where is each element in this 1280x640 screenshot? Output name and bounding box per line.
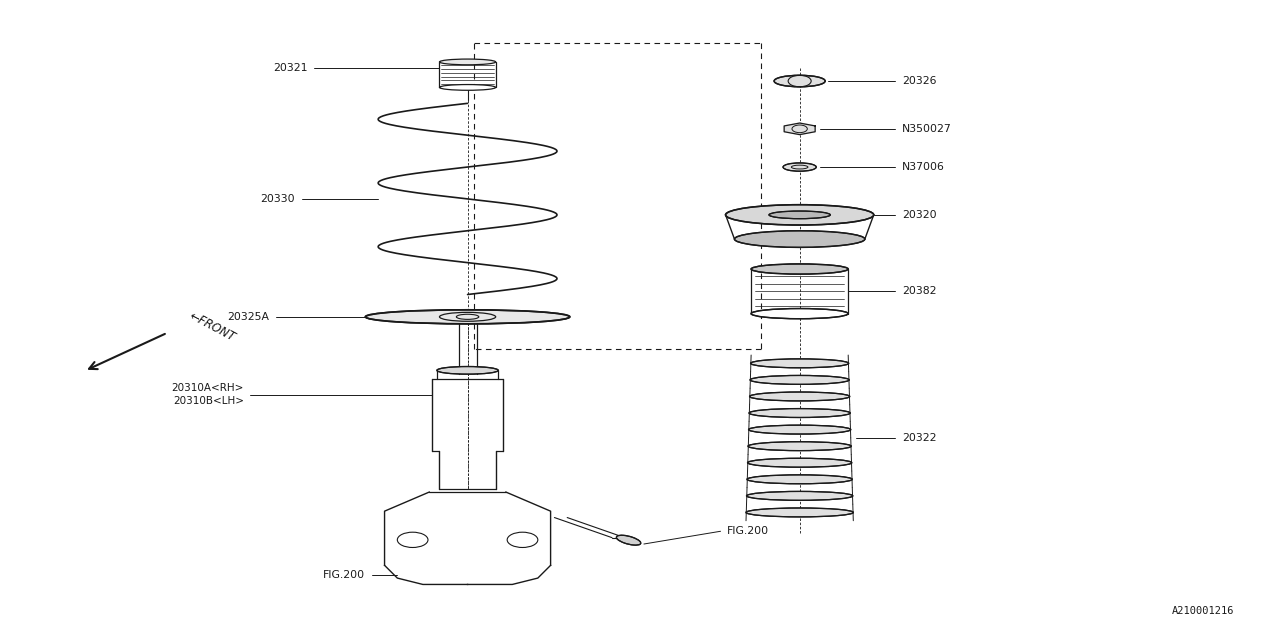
Ellipse shape xyxy=(774,76,826,87)
Ellipse shape xyxy=(617,535,641,545)
Ellipse shape xyxy=(726,205,874,225)
Text: N37006: N37006 xyxy=(902,162,945,172)
Ellipse shape xyxy=(750,376,849,385)
Ellipse shape xyxy=(751,264,849,274)
Ellipse shape xyxy=(750,392,850,401)
Text: N350027: N350027 xyxy=(902,124,951,134)
Text: 20382: 20382 xyxy=(902,286,937,296)
Text: 20321: 20321 xyxy=(274,63,308,74)
Ellipse shape xyxy=(769,211,831,219)
Ellipse shape xyxy=(735,231,865,248)
Ellipse shape xyxy=(439,59,495,65)
Text: A210001216: A210001216 xyxy=(1171,606,1234,616)
Ellipse shape xyxy=(748,475,852,484)
Ellipse shape xyxy=(749,425,851,434)
Ellipse shape xyxy=(439,84,495,90)
Ellipse shape xyxy=(749,408,850,417)
Text: FIG.200: FIG.200 xyxy=(324,570,365,580)
Ellipse shape xyxy=(750,359,849,368)
Text: 20326: 20326 xyxy=(902,76,937,86)
Ellipse shape xyxy=(746,492,852,500)
Ellipse shape xyxy=(746,508,854,517)
Text: 20310A<RH>: 20310A<RH> xyxy=(172,383,244,393)
Text: 20320: 20320 xyxy=(902,210,937,220)
Ellipse shape xyxy=(436,367,498,374)
Text: ←FRONT: ←FRONT xyxy=(187,309,237,344)
Ellipse shape xyxy=(748,442,851,451)
Text: 20330: 20330 xyxy=(261,194,296,204)
Ellipse shape xyxy=(751,308,849,319)
Text: 20325A: 20325A xyxy=(228,312,270,322)
Ellipse shape xyxy=(783,163,817,172)
Polygon shape xyxy=(785,123,815,134)
Text: 20310B<LH>: 20310B<LH> xyxy=(173,396,244,406)
Ellipse shape xyxy=(365,310,570,324)
Text: FIG.200: FIG.200 xyxy=(727,526,769,536)
Ellipse shape xyxy=(748,458,851,467)
Text: 20322: 20322 xyxy=(902,433,937,443)
